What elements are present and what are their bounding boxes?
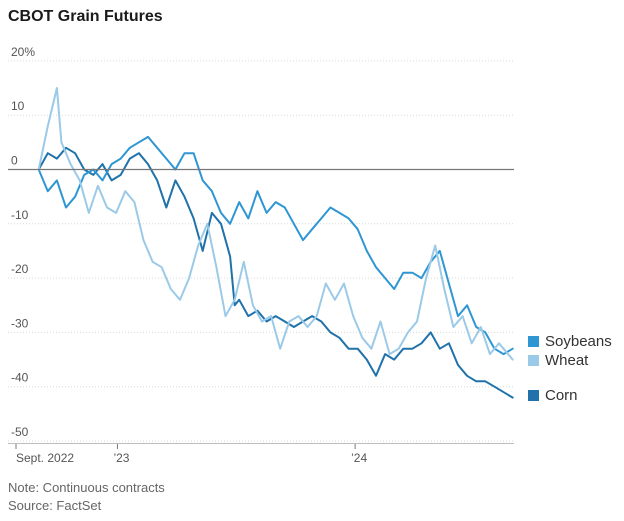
legend-item-soybeans: Soybeans [528,333,612,350]
legend-item-corn: Corn [528,387,578,404]
y-tick-label: 0 [11,154,18,168]
y-tick-label: -10 [11,208,29,222]
y-tick-label: -50 [11,425,29,439]
legend-label-soybeans: Soybeans [545,333,612,350]
y-tick-label: 10 [11,99,25,113]
x-tick-label: Sept. 2022 [16,451,74,465]
legend-swatch-corn [528,390,539,401]
chart-title: CBOT Grain Futures [8,8,163,25]
y-tick-label: 20% [11,45,35,59]
legend-label-wheat: Wheat [545,352,589,369]
series-line-soybeans [37,135,514,356]
y-tick-label: -30 [11,316,29,330]
y-tick-label: -40 [11,371,29,385]
legend-swatch-wheat [528,355,539,366]
legend-label-corn: Corn [545,387,578,404]
chart-note: Note: Continuous contracts [8,480,165,495]
line-chart: 20% 10 0 -10 -20 -30 -40 -50 Sept. 2022 ’23 ’24 [8,45,514,465]
chart-source: Source: FactSet [8,498,102,513]
legend-item-wheat: Wheat [528,352,588,369]
x-tick-label: ’24 [351,451,367,465]
series-line-wheat [37,87,514,361]
legend-swatch-soybeans [528,336,539,347]
series-line-corn [37,146,514,399]
y-tick-label: -20 [11,262,29,276]
x-tick-label: ’23 [113,451,129,465]
